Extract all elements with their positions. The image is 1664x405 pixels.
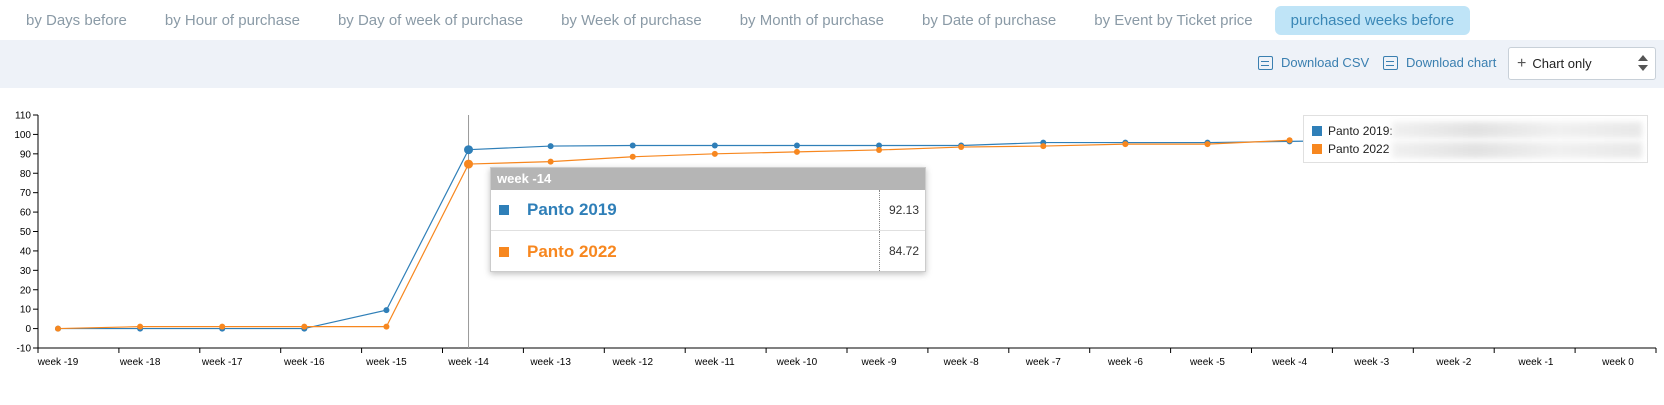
x-tick-label: week -8 bbox=[943, 357, 979, 368]
tab-by-days-before[interactable]: by Days before bbox=[26, 11, 127, 29]
tab-purchased-weeks-before[interactable]: purchased weeks before bbox=[1274, 5, 1471, 35]
plus-icon: + bbox=[1517, 54, 1527, 72]
x-tick-label: week -19 bbox=[37, 357, 79, 368]
y-tick-label: 100 bbox=[14, 130, 31, 141]
data-point bbox=[547, 143, 554, 150]
data-point bbox=[219, 323, 226, 330]
chart-legend: Panto 2019: Panto 2022 bbox=[1303, 115, 1648, 163]
legend-swatch-panto-2019 bbox=[1312, 126, 1322, 136]
y-tick-label: 60 bbox=[20, 208, 32, 219]
data-point bbox=[629, 142, 636, 149]
x-tick-label: week -1 bbox=[1517, 357, 1553, 368]
redacted-value bbox=[1392, 142, 1642, 158]
tab-by-hour-of-purchase[interactable]: by Hour of purchase bbox=[164, 11, 300, 29]
x-tick-label: week -12 bbox=[611, 357, 653, 368]
y-tick-label: 110 bbox=[15, 111, 31, 122]
data-point bbox=[137, 323, 144, 330]
y-tick-label: 70 bbox=[20, 188, 32, 199]
tooltip-series-value: 84.72 bbox=[879, 231, 925, 271]
tooltip-title: week -14 bbox=[491, 168, 925, 190]
x-tick-label: week -11 bbox=[694, 357, 735, 368]
y-tick-label: 50 bbox=[20, 227, 32, 238]
x-tick-label: week -16 bbox=[283, 357, 325, 368]
data-point bbox=[1040, 143, 1047, 150]
data-point bbox=[629, 153, 636, 160]
tooltip-row-panto-2019: Panto 2019 92.13 bbox=[491, 190, 925, 231]
y-tick-label: 90 bbox=[20, 149, 32, 160]
data-point bbox=[464, 145, 474, 155]
x-tick-label: week -9 bbox=[861, 357, 897, 368]
y-tick-label: -10 bbox=[17, 344, 32, 355]
x-tick-label: week -6 bbox=[1107, 357, 1143, 368]
tooltip-swatch-panto-2022 bbox=[499, 246, 509, 257]
data-point bbox=[876, 142, 883, 149]
data-point bbox=[1286, 137, 1293, 144]
x-tick-label: week -5 bbox=[1189, 357, 1225, 368]
data-point bbox=[1122, 141, 1129, 148]
x-tick-label: week -3 bbox=[1353, 357, 1389, 368]
data-point bbox=[793, 148, 800, 155]
chart-tooltip: week -14 Panto 2019 92.13 Panto 2022 84.… bbox=[490, 167, 926, 272]
download-csv-label: Download CSV bbox=[1281, 55, 1370, 70]
x-tick-label: week -4 bbox=[1271, 357, 1307, 368]
x-tick-label: week -17 bbox=[201, 357, 243, 368]
select-arrows-icon bbox=[1637, 53, 1649, 73]
legend-item-panto-2022[interactable]: Panto 2022 bbox=[1312, 142, 1389, 156]
download-chart-label: Download chart bbox=[1406, 55, 1497, 70]
y-tick-label: 80 bbox=[20, 169, 32, 180]
data-point bbox=[464, 159, 474, 169]
x-tick-label: week -10 bbox=[776, 357, 818, 368]
tooltip-series-name: Panto 2022 bbox=[527, 241, 617, 261]
tab-by-month-of-purchase[interactable]: by Month of purchase bbox=[739, 11, 884, 29]
tooltip-swatch-panto-2019 bbox=[499, 205, 509, 215]
x-tick-label: week 0 bbox=[1601, 357, 1634, 368]
tab-by-date-of-purchase[interactable]: by Date of purchase bbox=[921, 11, 1057, 29]
chart-image-icon bbox=[1383, 55, 1398, 70]
x-tick-label: week -15 bbox=[365, 357, 407, 368]
x-tick-label: week -2 bbox=[1435, 357, 1471, 368]
csv-icon bbox=[1258, 55, 1273, 70]
data-point bbox=[383, 323, 390, 330]
y-tick-label: 0 bbox=[25, 324, 31, 335]
legend-swatch-panto-2022 bbox=[1312, 144, 1322, 154]
legend-item-panto-2019[interactable]: Panto 2019: bbox=[1312, 124, 1393, 138]
tooltip-series-name: Panto 2019 bbox=[527, 200, 617, 219]
download-chart-button[interactable]: Download chart bbox=[1383, 55, 1496, 70]
y-tick-label: 40 bbox=[20, 246, 32, 257]
data-point bbox=[711, 150, 718, 157]
data-point bbox=[958, 144, 965, 151]
tooltip-row-panto-2022: Panto 2022 84.72 bbox=[491, 231, 925, 272]
series-line-panto-2022 bbox=[57, 139, 1290, 330]
tab-bar: by Days before by Hour of purchase by Day … bbox=[0, 0, 1664, 40]
download-csv-button[interactable]: Download CSV bbox=[1258, 55, 1369, 70]
redacted-value bbox=[1392, 122, 1642, 138]
y-tick-label: 10 bbox=[20, 305, 32, 316]
data-point bbox=[383, 307, 390, 314]
data-point bbox=[547, 158, 554, 165]
tab-by-week-of-purchase[interactable]: by Week of purchase bbox=[561, 11, 702, 29]
line-chart: -10 0 10 20 30 40 50 60 70 80 90 100 110 week -19 week… bbox=[14, 111, 1657, 368]
y-tick-label: 20 bbox=[20, 285, 32, 296]
data-point bbox=[1204, 141, 1211, 148]
data-point bbox=[301, 323, 308, 330]
y-tick-label: 30 bbox=[20, 266, 32, 277]
tab-by-day-of-week-of-purchase[interactable]: by Day of week of purchase bbox=[337, 11, 524, 29]
x-tick-label: week -14 bbox=[447, 357, 489, 368]
data-point bbox=[876, 146, 883, 153]
view-mode-select[interactable]: + Chart only bbox=[1508, 47, 1656, 80]
data-point bbox=[711, 142, 718, 149]
tooltip-series-value: 92.13 bbox=[879, 190, 925, 230]
tab-by-event-by-ticket-price[interactable]: by Event by Ticket price bbox=[1094, 11, 1253, 29]
legend-label-panto-2019: Panto 2019: bbox=[1328, 124, 1393, 138]
data-point bbox=[55, 325, 61, 332]
x-tick-label: week -13 bbox=[529, 357, 571, 368]
x-tick-label: week -18 bbox=[119, 357, 161, 368]
x-tick-label: week -7 bbox=[1025, 357, 1061, 368]
view-mode-value: Chart only bbox=[1532, 56, 1592, 71]
legend-label-panto-2022: Panto 2022 bbox=[1328, 142, 1390, 156]
chart-toolbar: Download CSV Download chart bbox=[0, 40, 1664, 88]
data-point bbox=[793, 142, 800, 149]
